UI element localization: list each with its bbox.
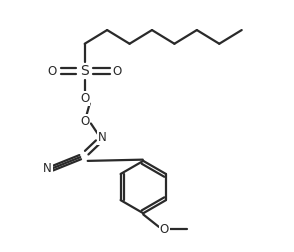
- Text: O: O: [113, 65, 122, 78]
- Text: N: N: [98, 131, 106, 144]
- Text: O: O: [80, 114, 89, 128]
- Text: O: O: [80, 92, 89, 105]
- Text: N: N: [43, 162, 52, 175]
- Text: O: O: [48, 65, 57, 78]
- Text: S: S: [80, 64, 89, 78]
- Text: O: O: [160, 223, 169, 236]
